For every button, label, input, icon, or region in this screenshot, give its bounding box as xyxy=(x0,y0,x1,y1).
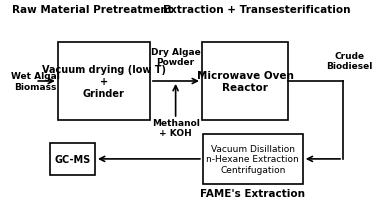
Text: Raw Material Pretreatment: Raw Material Pretreatment xyxy=(12,5,172,15)
Bar xyxy=(50,143,95,175)
Text: GC-MS: GC-MS xyxy=(54,154,91,164)
Text: FAME's Extraction: FAME's Extraction xyxy=(200,188,305,198)
Bar xyxy=(58,43,150,120)
Bar xyxy=(203,135,303,184)
Text: Dry Algae
Powder: Dry Algae Powder xyxy=(151,48,200,67)
Text: Vacuum Disillation
n-Hexane Extraction
Centrifugation: Vacuum Disillation n-Hexane Extraction C… xyxy=(207,144,299,174)
Text: Vacuum drying (low T)
+
Grinder: Vacuum drying (low T) + Grinder xyxy=(42,65,166,98)
Text: Wet Algal
Biomass: Wet Algal Biomass xyxy=(11,72,60,91)
Bar xyxy=(202,43,288,120)
Text: Microwave Oven
Reactor: Microwave Oven Reactor xyxy=(196,71,294,92)
Text: Extraction + Transesterification: Extraction + Transesterification xyxy=(163,5,350,15)
Text: Methanol
+ KOH: Methanol + KOH xyxy=(152,118,200,138)
Text: Crude
Biodiesel: Crude Biodiesel xyxy=(327,52,373,71)
